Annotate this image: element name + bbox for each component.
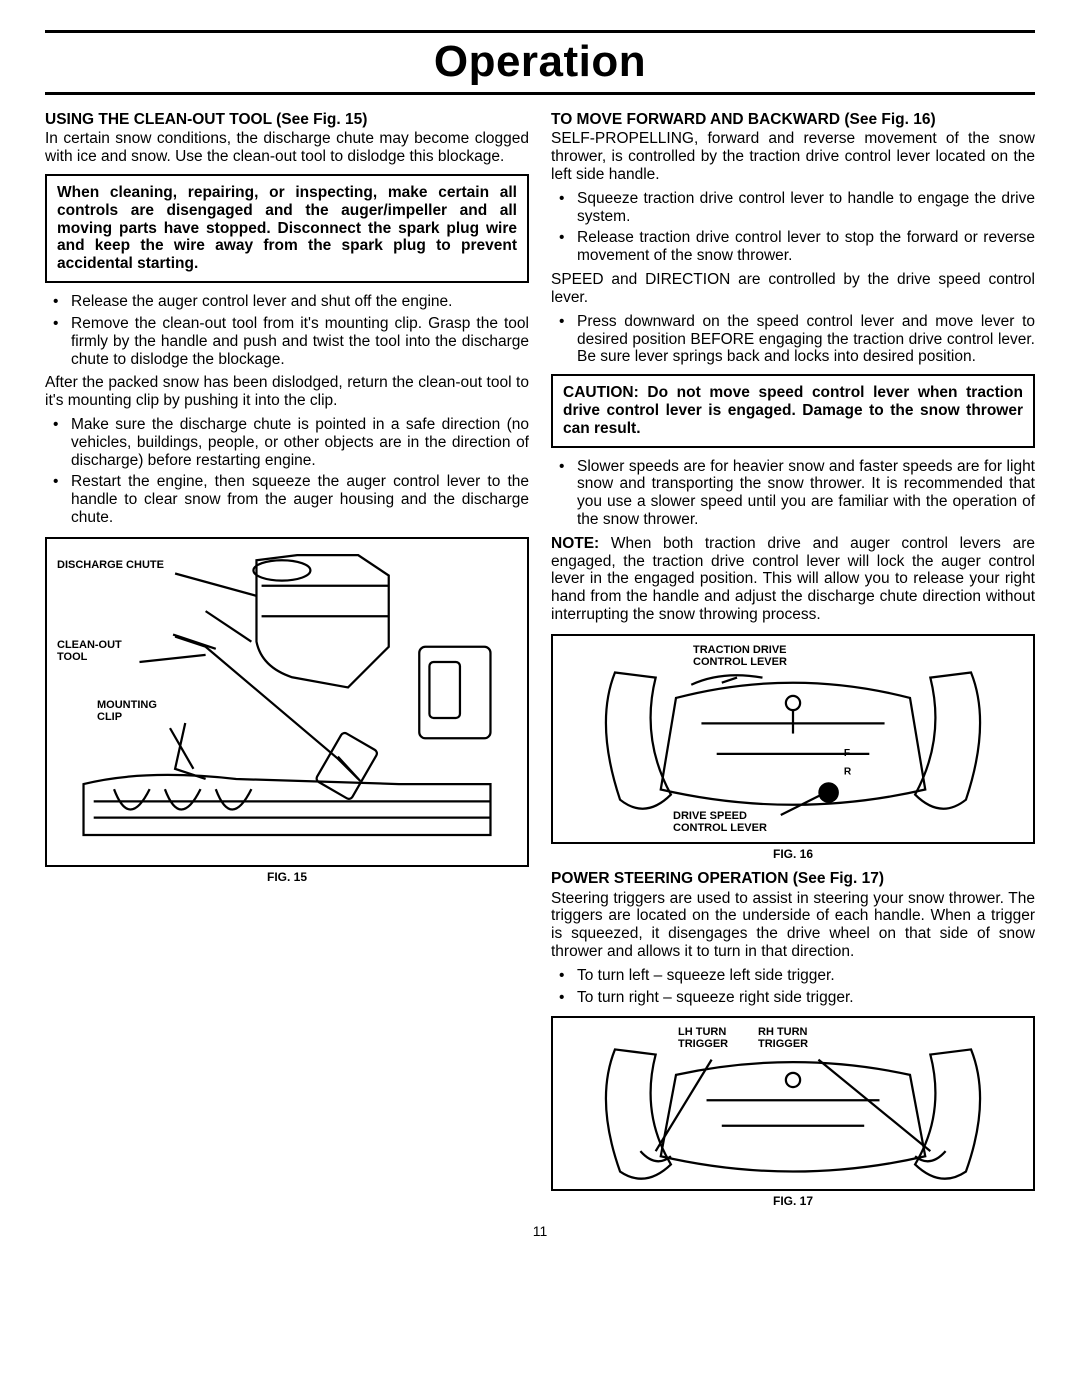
label-traction-lever: TRACTION DRIVE CONTROL LEVER bbox=[693, 644, 803, 668]
note-paragraph: NOTE: When both traction drive and auger… bbox=[551, 535, 1035, 624]
bullet-item: Restart the engine, then squeeze the aug… bbox=[45, 473, 529, 526]
label-speed-lever: DRIVE SPEED CONTROL LEVER bbox=[673, 810, 783, 834]
bullet-item: Press downward on the speed control leve… bbox=[551, 313, 1035, 366]
bullet-item: Make sure the discharge chute is pointed… bbox=[45, 416, 529, 469]
page: Operation USING THE CLEAN-OUT TOOL (See … bbox=[45, 30, 1035, 1239]
para-after-dislodge: After the packed snow has been dislodged… bbox=[45, 374, 529, 410]
bullet-list-3: Squeeze traction drive control lever to … bbox=[551, 190, 1035, 265]
warning-callout: When cleaning, repairing, or inspecting,… bbox=[45, 174, 529, 283]
para-cleanout-intro: In certain snow conditions, the discharg… bbox=[45, 130, 529, 166]
note-text: When both traction drive and auger contr… bbox=[551, 535, 1035, 623]
figure-16-box: TRACTION DRIVE CONTROL LEVER DRIVE SPEED… bbox=[551, 634, 1035, 844]
figure-16-illustration: F R bbox=[559, 642, 1027, 845]
note-label: NOTE: bbox=[551, 535, 599, 552]
label-cleanout-tool: CLEAN-OUT TOOL bbox=[57, 639, 127, 663]
svg-text:F: F bbox=[844, 748, 850, 759]
label-discharge-chute: DISCHARGE CHUTE bbox=[57, 559, 164, 571]
bullet-item: To turn left – squeeze left side trigger… bbox=[551, 967, 1035, 985]
bullet-item: Release the auger control lever and shut… bbox=[45, 293, 529, 311]
heading-move: TO MOVE FORWARD AND BACKWARD (See Fig. 1… bbox=[551, 111, 1035, 129]
heading-cleanout: USING THE CLEAN-OUT TOOL (See Fig. 15) bbox=[45, 111, 529, 129]
figure-17-caption: FIG. 17 bbox=[551, 1195, 1035, 1209]
bullet-item: Slower speeds are for heavier snow and f… bbox=[551, 458, 1035, 529]
bullet-list-6: To turn left – squeeze left side trigger… bbox=[551, 967, 1035, 1007]
heading-steering: POWER STEERING OPERATION (See Fig. 17) bbox=[551, 870, 1035, 888]
para-steering: Steering triggers are used to assist in … bbox=[551, 890, 1035, 961]
bullet-list-1: Release the auger control lever and shut… bbox=[45, 293, 529, 368]
page-number: 11 bbox=[45, 1223, 1035, 1239]
bullet-list-4: Press downward on the speed control leve… bbox=[551, 313, 1035, 366]
left-column: USING THE CLEAN-OUT TOOL (See Fig. 15) I… bbox=[45, 105, 529, 1210]
figure-15-box: DISCHARGE CHUTE CLEAN-OUT TOOL MOUNTING … bbox=[45, 537, 529, 867]
right-column: TO MOVE FORWARD AND BACKWARD (See Fig. 1… bbox=[551, 105, 1035, 1210]
label-mounting-clip: MOUNTING CLIP bbox=[97, 699, 167, 723]
figure-16-caption: FIG. 16 bbox=[551, 848, 1035, 862]
content-columns: USING THE CLEAN-OUT TOOL (See Fig. 15) I… bbox=[45, 105, 1035, 1210]
label-lh-trigger: LH TURN TRIGGER bbox=[678, 1026, 738, 1050]
bullet-item: Remove the clean-out tool from it's moun… bbox=[45, 315, 529, 368]
caution-callout: CAUTION: Do not move speed control lever… bbox=[551, 374, 1035, 447]
bullet-list-2: Make sure the discharge chute is pointed… bbox=[45, 416, 529, 527]
svg-text:R: R bbox=[844, 766, 852, 777]
bullet-list-5: Slower speeds are for heavier snow and f… bbox=[551, 458, 1035, 529]
figure-17-box: LH TURN TRIGGER RH TURN TRIGGER bbox=[551, 1016, 1035, 1191]
figure-15-caption: FIG. 15 bbox=[45, 871, 529, 885]
para-selfpropel: SELF-PROPELLING, forward and reverse mov… bbox=[551, 130, 1035, 183]
para-speed-dir: SPEED and DIRECTION are controlled by th… bbox=[551, 271, 1035, 307]
page-title: Operation bbox=[45, 35, 1035, 95]
top-rule bbox=[45, 30, 1035, 33]
bullet-item: To turn right – squeeze right side trigg… bbox=[551, 989, 1035, 1007]
label-rh-trigger: RH TURN TRIGGER bbox=[758, 1026, 818, 1050]
bullet-item: Release traction drive control lever to … bbox=[551, 229, 1035, 265]
bullet-item: Squeeze traction drive control lever to … bbox=[551, 190, 1035, 226]
